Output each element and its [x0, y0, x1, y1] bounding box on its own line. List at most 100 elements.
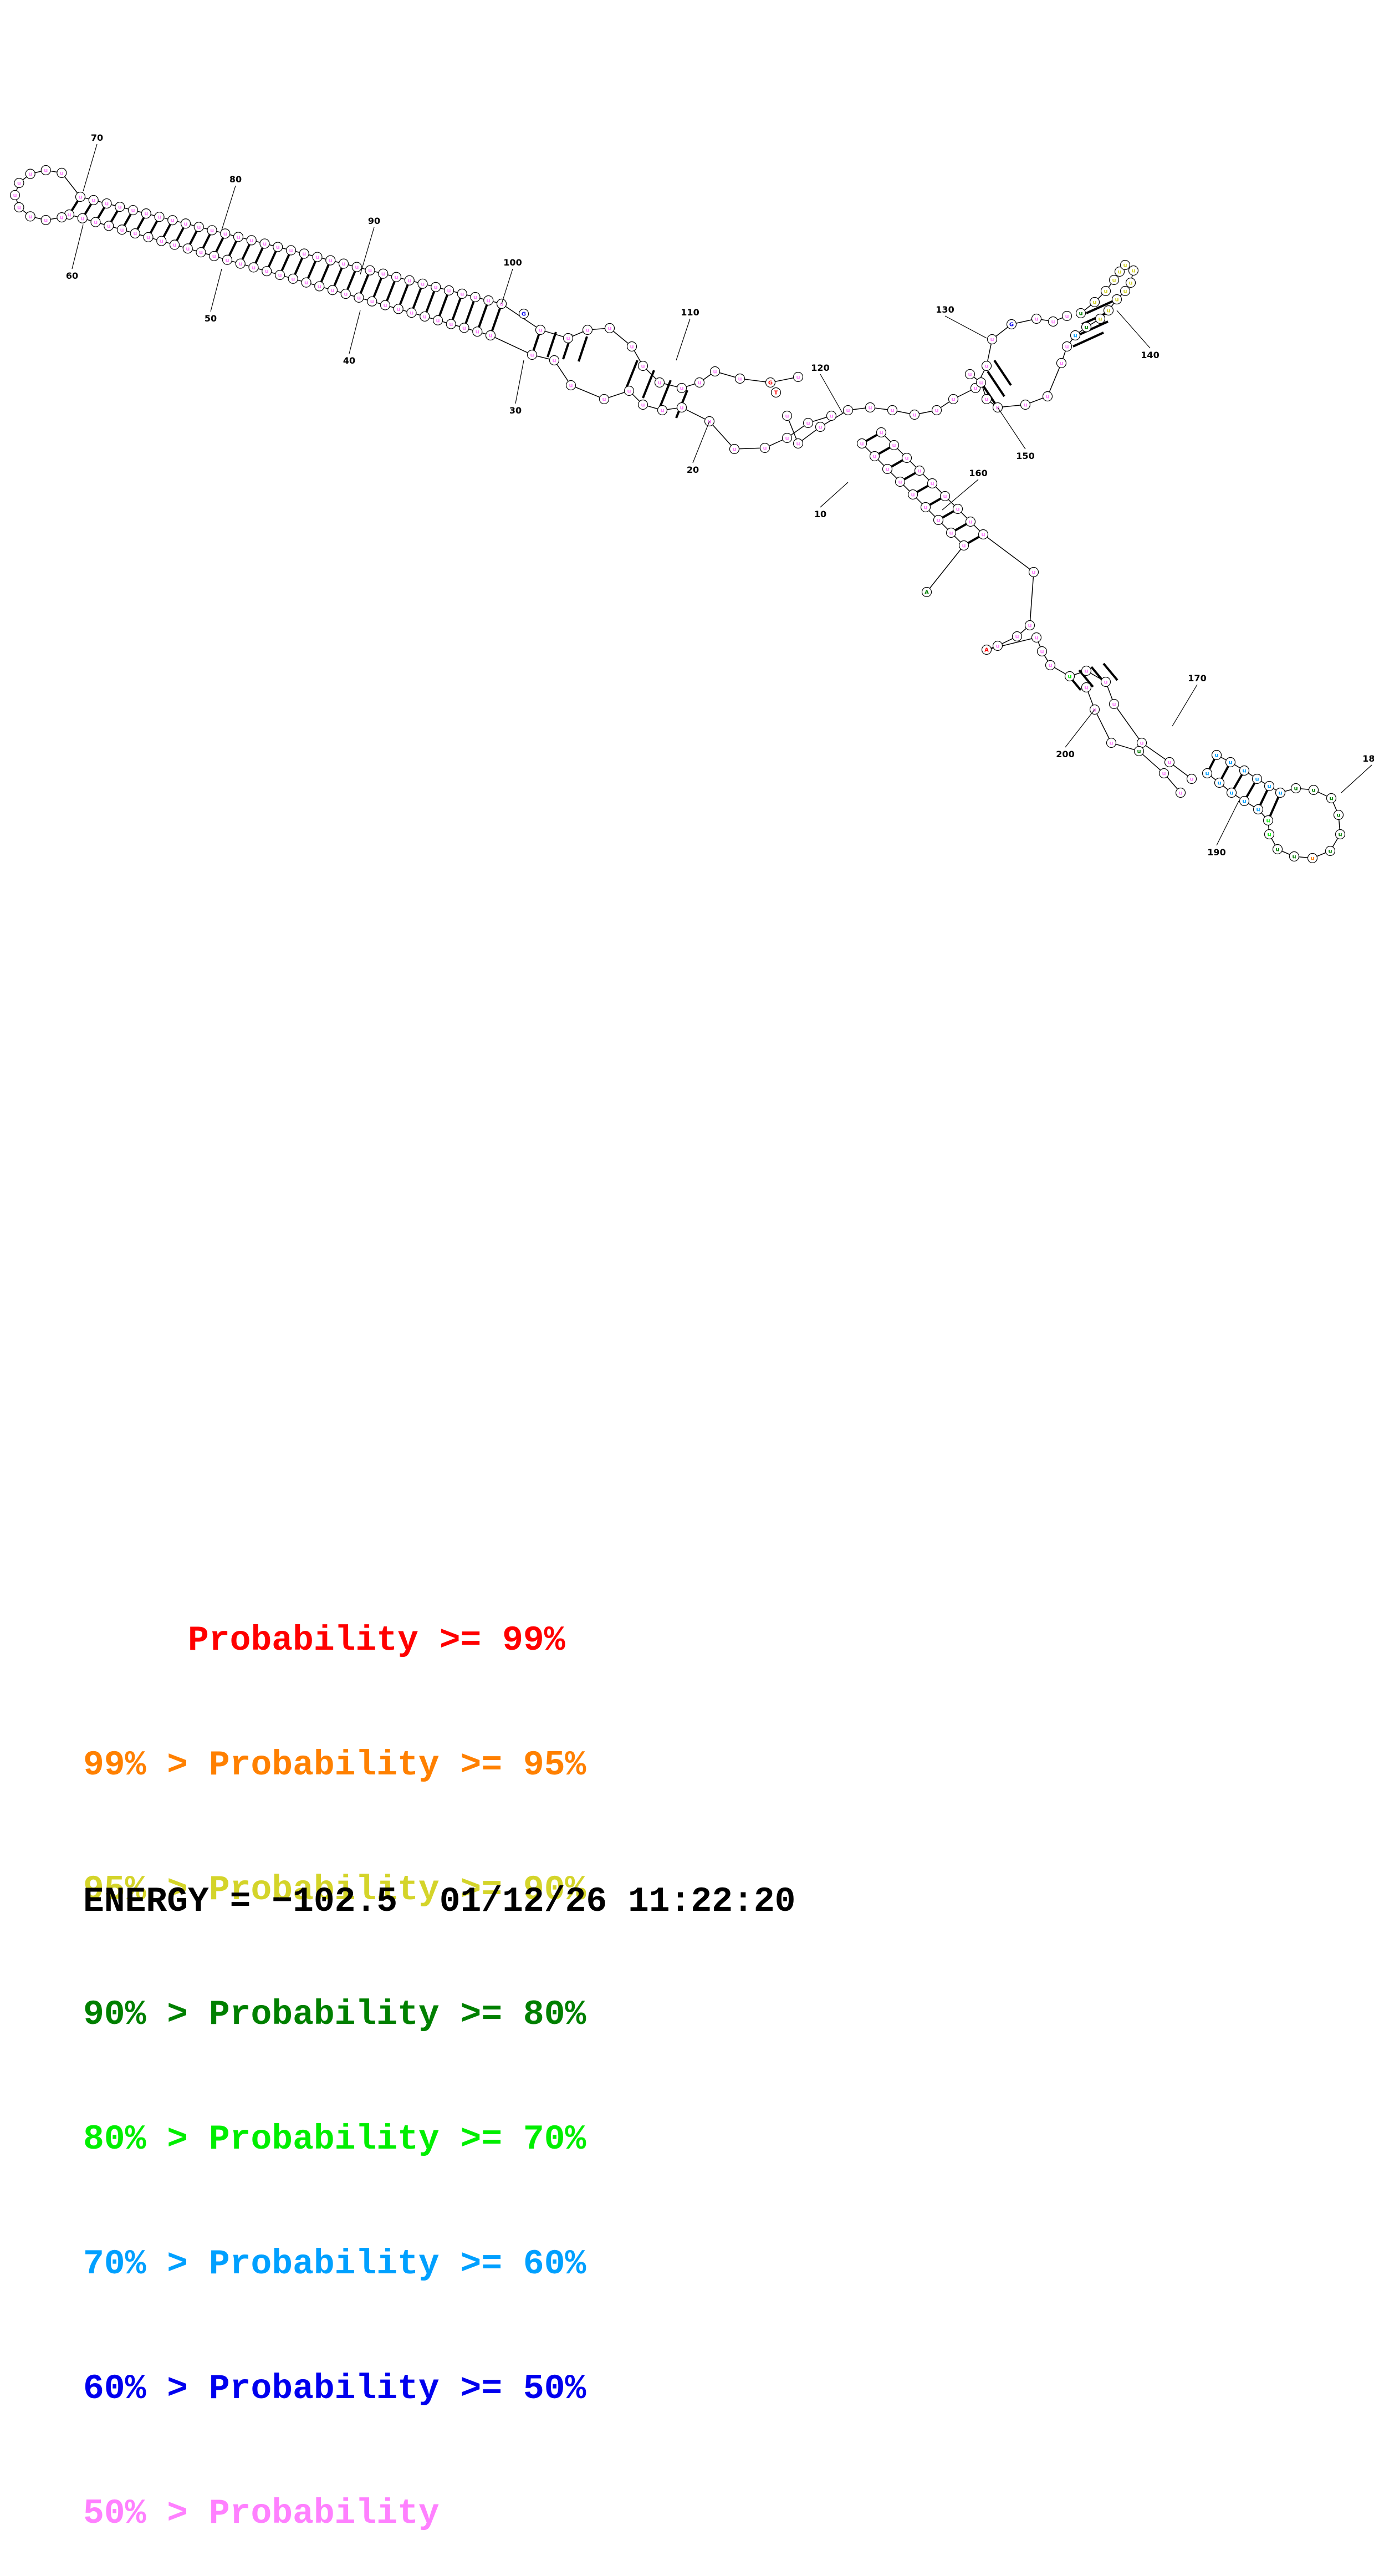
nucleotide [312, 252, 323, 262]
nucleotide [14, 177, 24, 188]
nucleotide [180, 218, 191, 229]
nucleotide-letter: u [1123, 263, 1127, 269]
nucleotide-letter: u [28, 171, 32, 177]
nucleotide [14, 202, 24, 213]
nucleotide-letter: u [60, 170, 64, 176]
nucleotide-letter: u [197, 225, 201, 231]
nucleotide-letter: u [697, 380, 701, 386]
nucleotide-letter: u [249, 238, 253, 244]
position-label: 20 [687, 465, 699, 475]
nucleotide [1103, 305, 1114, 316]
position-label: 50 [205, 313, 217, 324]
nucleotide [77, 213, 88, 223]
nucleotide [909, 409, 920, 420]
nucleotide-letter: u [60, 215, 64, 221]
nucleotide-letter: u [421, 281, 425, 287]
nucleotide [965, 516, 976, 527]
nucleotide [57, 167, 67, 178]
nucleotide [793, 371, 804, 382]
nucleotide-letter: u [1065, 344, 1069, 350]
nucleotide [367, 296, 377, 307]
nucleotide [196, 247, 206, 258]
nucleotide-letter: u [905, 456, 908, 462]
nucleotide-letter: u [276, 244, 280, 251]
nucleotide [1031, 632, 1042, 643]
nucleotide-letter: u [1242, 799, 1246, 805]
nucleotide-letter: u [131, 208, 135, 214]
nucleotide-letter: u [1328, 849, 1332, 855]
nucleotide [104, 221, 114, 231]
nucleotide [793, 438, 804, 449]
nucleotide-letter: u [890, 408, 894, 414]
position-tick [83, 144, 98, 192]
position-tick [1116, 310, 1151, 349]
nucleotide [856, 438, 867, 449]
nucleotide [154, 212, 165, 222]
nucleotide-letter: u [302, 251, 306, 257]
nucleotide [582, 324, 593, 335]
nucleotide-letter: u [1267, 832, 1271, 838]
nucleotide [939, 491, 951, 502]
nucleotide [143, 232, 154, 242]
nucleotide-letter: u [91, 198, 95, 204]
nucleotide [457, 288, 467, 299]
nucleotide-letter: u [630, 344, 634, 350]
base-pair-layer [68, 196, 1281, 821]
nucleotide-letter: u [796, 375, 800, 381]
nucleotide-letter: u [1104, 680, 1107, 686]
nucleotide-letter: u [995, 644, 999, 650]
nucleotide [325, 255, 336, 266]
position-tick [1341, 764, 1372, 793]
legend-label: Probability >= 80% [208, 1995, 586, 2034]
nucleotide [443, 285, 454, 295]
position-tick [1172, 684, 1198, 727]
position-label: 30 [509, 405, 522, 416]
nucleotide [472, 327, 483, 337]
base-pair [578, 336, 588, 362]
legend-label: Probability >= 99% [188, 1621, 565, 1660]
backbone-mid-a [501, 303, 799, 389]
nucleotide [1326, 793, 1337, 804]
nucleotide [604, 323, 615, 334]
position-label: 80 [229, 174, 242, 185]
nucleotide [826, 410, 837, 421]
nucleotide-letter: u [1015, 634, 1019, 640]
nucleotide [209, 251, 219, 262]
nucleotide [393, 304, 403, 314]
position-tick [692, 421, 710, 463]
nucleotide [1290, 783, 1301, 794]
nucleotide [1111, 294, 1122, 305]
nucleotide [116, 225, 127, 235]
nucleotide-letter: u [713, 369, 717, 375]
nucleotide-letter: u [1255, 777, 1259, 783]
nucleotide [115, 201, 125, 212]
nucleotide [1064, 671, 1075, 682]
nucleotide [637, 399, 648, 410]
position-tick [1065, 709, 1095, 748]
nucleotide [25, 169, 35, 179]
legend-row-p95: 99% > Probability >= 95% [83, 1744, 586, 1786]
nucleotide [1031, 313, 1042, 324]
nucleotide-letter: u [210, 228, 214, 234]
nucleotide [406, 308, 417, 318]
nucleotide [1133, 746, 1145, 757]
nucleotide-letter: u [28, 214, 32, 220]
nucleotide-letter: u [1242, 768, 1246, 774]
nucleotide [207, 225, 217, 236]
nucleotide-letter: u [738, 376, 742, 382]
nucleotide [734, 373, 745, 384]
position-tick [1216, 800, 1239, 846]
nucleotide-letter: u [872, 454, 876, 460]
legend-prefix: 90% > [83, 1995, 209, 2034]
nucleotide-letter: u [1205, 771, 1209, 777]
nucleotide-letter: u [1338, 832, 1342, 838]
nucleotide [351, 262, 362, 272]
position-label: 120 [811, 363, 829, 373]
nucleotide [40, 165, 51, 176]
nucleotide [842, 405, 854, 416]
nucleotide [1109, 274, 1120, 285]
nucleotide-letter: u [979, 380, 983, 386]
nucleotide [987, 334, 998, 345]
nucleotide-letter: u [1131, 268, 1135, 274]
nucleotide [420, 311, 430, 322]
